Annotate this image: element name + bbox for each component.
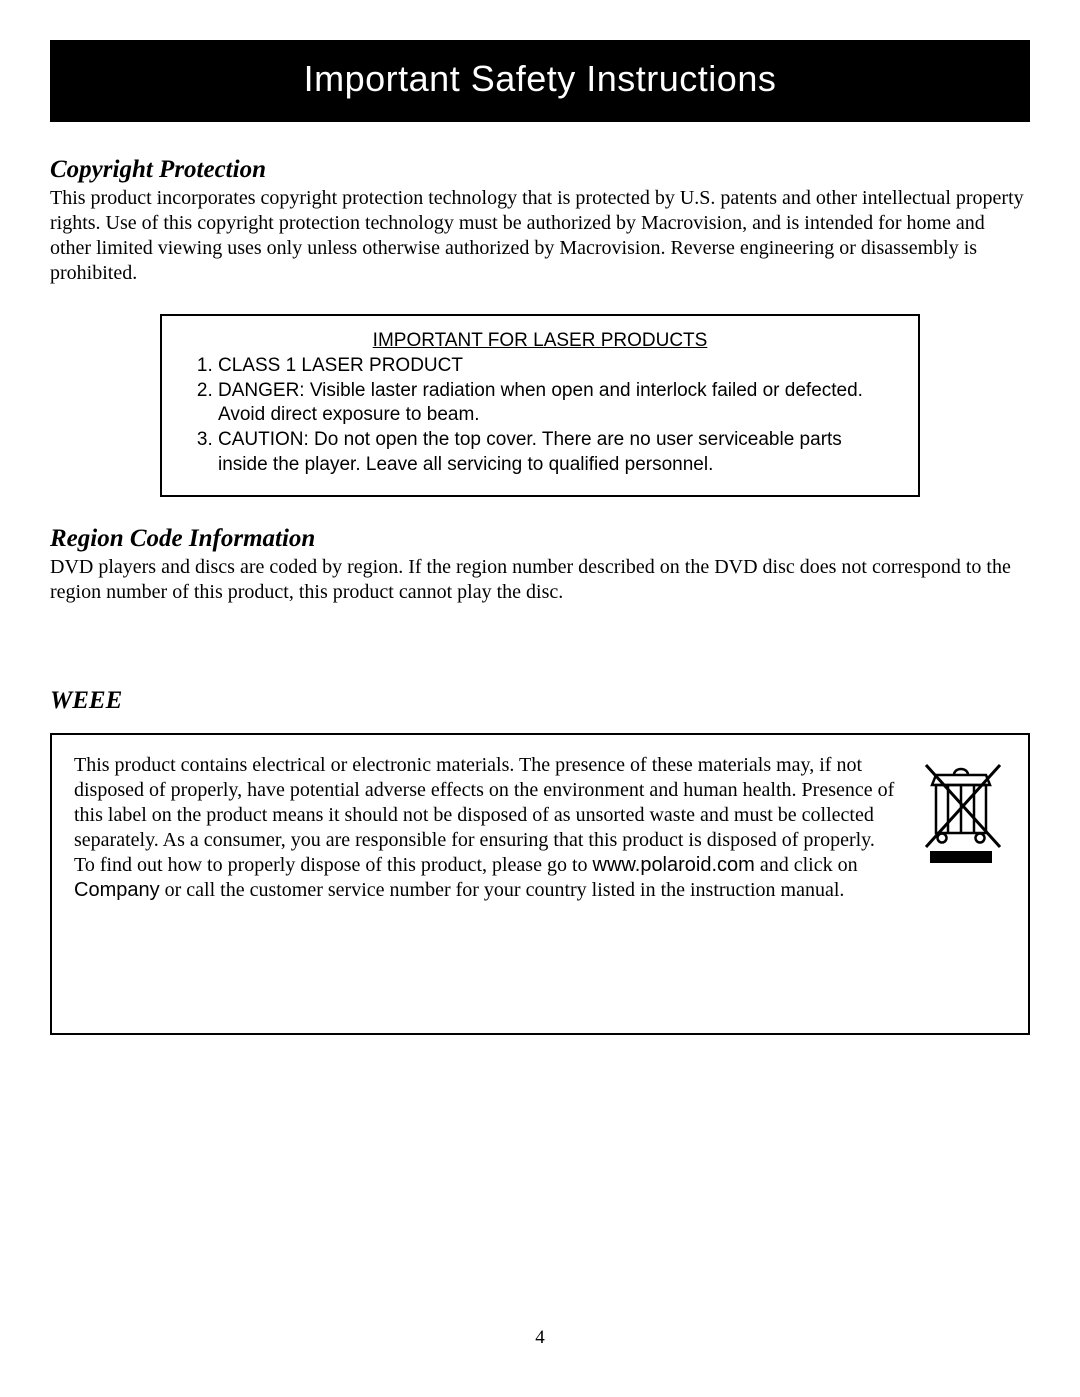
section-heading-copyright: Copyright Protection [50,156,1030,184]
weee-crossed-bin-icon [920,755,1006,865]
laser-item-bold: DANGER: [218,380,305,401]
laser-box-title: IMPORTANT FOR LASER PRODUCTS [190,330,890,352]
laser-item: DANGER: Visible laster radiation when op… [218,379,890,428]
page-title: Important Safety Instructions [304,58,777,99]
laser-item-bold: CAUTION: [218,429,309,450]
document-page: Important Safety Instructions Copyright … [0,0,1080,1397]
laser-item-rest: Do not open the top cover. There are no … [218,429,842,475]
weee-body: This product contains electrical or elec… [74,753,900,903]
page-title-bar: Important Safety Instructions [50,40,1030,122]
laser-item: CAUTION: Do not open the top cover. Ther… [218,428,890,477]
laser-warning-box: IMPORTANT FOR LASER PRODUCTS CLASS 1 LAS… [160,314,920,497]
weee-icon-wrap [920,753,1006,872]
page-number: 4 [0,1327,1080,1349]
weee-part2: and click on [755,854,858,876]
laser-list: CLASS 1 LASER PRODUCT DANGER: Visible la… [190,354,890,477]
weee-part3: or call the customer service number for … [160,879,845,901]
weee-company: Company [74,879,160,901]
laser-item-rest: Visible laster radiation when open and i… [218,380,863,426]
section-heading-region: Region Code Information [50,525,1030,553]
section-heading-weee: WEEE [50,687,1030,715]
laser-item: CLASS 1 LASER PRODUCT [218,354,890,379]
copyright-body: This product incorporates copyright prot… [50,186,1030,286]
weee-url: www.polaroid.com [593,854,755,876]
weee-box: This product contains electrical or elec… [50,733,1030,1035]
laser-item-bold: CLASS 1 LASER PRODUCT [218,355,463,376]
region-body: DVD players and discs are coded by regio… [50,555,1030,605]
